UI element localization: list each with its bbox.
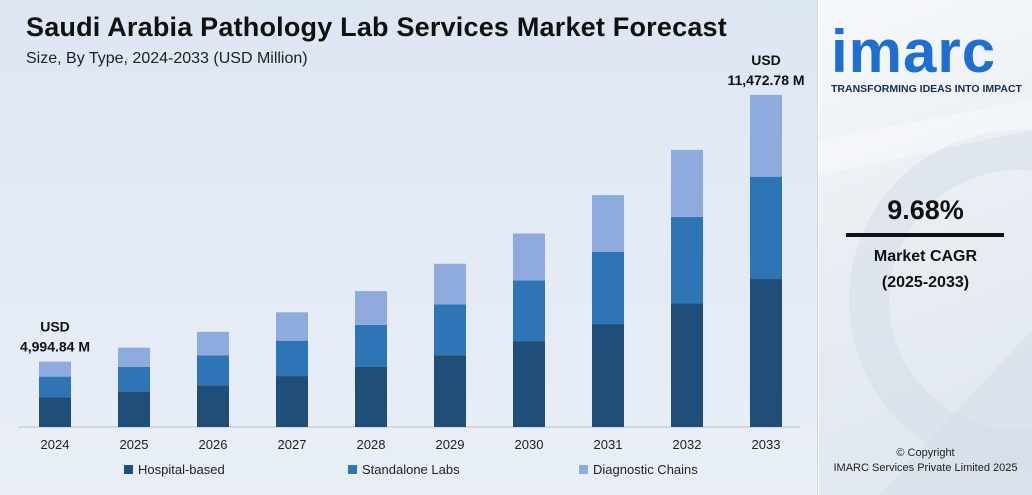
bar-diagnostic-chains-2027 bbox=[276, 312, 308, 341]
x-tick-label-2024: 2024 bbox=[41, 437, 70, 452]
legend-label-hospital-based: Hospital-based bbox=[138, 462, 225, 477]
bar-standalone-labs-2031 bbox=[592, 251, 624, 325]
bar-standalone-labs-2033 bbox=[750, 176, 782, 280]
cagr-value: 9.68% bbox=[887, 195, 964, 225]
chart-title: Saudi Arabia Pathology Lab Services Mark… bbox=[26, 12, 727, 42]
bar-standalone-labs-2025 bbox=[118, 366, 150, 392]
bar-hospital-based-2031 bbox=[592, 324, 624, 427]
bar-diagnostic-chains-2026 bbox=[197, 331, 229, 356]
data-label-value-2033: 11,472.78 M bbox=[727, 72, 804, 88]
side-panel: imarc TRANSFORMING IDEAS INTO IMPACT 9.6… bbox=[819, 0, 1032, 495]
cagr-divider bbox=[846, 233, 1004, 237]
x-tick-label-2026: 2026 bbox=[199, 437, 228, 452]
bar-standalone-labs-2030 bbox=[513, 280, 545, 342]
logo-tagline: TRANSFORMING IDEAS INTO IMPACT bbox=[831, 83, 1022, 95]
imarc-logo: imarc bbox=[831, 18, 997, 85]
bar-diagnostic-chains-2030 bbox=[513, 233, 545, 281]
x-tick-label-2033: 2033 bbox=[752, 437, 781, 452]
chart-subtitle: Size, By Type, 2024-2033 (USD Million) bbox=[26, 50, 308, 67]
bar-hospital-based-2029 bbox=[434, 355, 466, 427]
bar-hospital-based-2030 bbox=[513, 341, 545, 427]
bar-hospital-based-2032 bbox=[671, 303, 703, 427]
bar-standalone-labs-2028 bbox=[355, 324, 387, 367]
copyright-owner: IMARC Services Private Limited 2025 bbox=[833, 462, 1018, 474]
legend-label-standalone-labs: Standalone Labs bbox=[362, 462, 460, 477]
bar-hospital-based-2024 bbox=[39, 397, 71, 427]
bar-hospital-based-2025 bbox=[118, 391, 150, 427]
bar-diagnostic-chains-2031 bbox=[592, 195, 624, 252]
x-tick-label-2031: 2031 bbox=[594, 437, 623, 452]
bar-standalone-labs-2032 bbox=[671, 216, 703, 304]
bar-standalone-labs-2024 bbox=[39, 376, 71, 398]
bar-standalone-labs-2026 bbox=[197, 355, 229, 386]
bar-diagnostic-chains-2033 bbox=[750, 94, 782, 177]
legend-label-diagnostic-chains: Diagnostic Chains bbox=[593, 462, 698, 477]
bar-hospital-based-2033 bbox=[750, 279, 782, 427]
bar-hospital-based-2026 bbox=[197, 385, 229, 427]
bar-chart: 2024 2025 2026 2027 2028 2029 2030 2031 2032 2033… bbox=[18, 52, 805, 477]
data-label-usd-2033: USD bbox=[751, 52, 781, 68]
bar-diagnostic-chains-2032 bbox=[671, 149, 703, 217]
x-tick-label-2029: 2029 bbox=[436, 437, 465, 452]
x-tick-label-2032: 2032 bbox=[673, 437, 702, 452]
x-tick-label-2028: 2028 bbox=[357, 437, 386, 452]
x-tick-label-2030: 2030 bbox=[515, 437, 544, 452]
cagr-period: (2025-2033) bbox=[881, 274, 970, 291]
bar-diagnostic-chains-2024 bbox=[39, 361, 71, 377]
legend-swatch-hospital-based bbox=[124, 465, 133, 474]
bar-diagnostic-chains-2029 bbox=[434, 263, 466, 305]
data-label-value-2024: 4,994.84 M bbox=[20, 339, 90, 355]
legend-swatch-diagnostic-chains bbox=[579, 465, 588, 474]
chart-panel: Saudi Arabia Pathology Lab Services Mark… bbox=[0, 0, 818, 495]
x-tick-label-2027: 2027 bbox=[278, 437, 307, 452]
legend-swatch-standalone-labs bbox=[348, 465, 357, 474]
bar-hospital-based-2027 bbox=[276, 376, 308, 427]
bar-standalone-labs-2027 bbox=[276, 340, 308, 377]
x-tick-label-2025: 2025 bbox=[120, 437, 149, 452]
background-decoration bbox=[819, 100, 1032, 495]
bar-diagnostic-chains-2028 bbox=[355, 291, 387, 325]
copyright-label: © Copyright bbox=[896, 447, 955, 459]
cagr-label: Market CAGR bbox=[873, 248, 978, 265]
data-label-usd-2024: USD bbox=[40, 319, 70, 335]
bar-standalone-labs-2029 bbox=[434, 304, 466, 356]
bar-diagnostic-chains-2025 bbox=[118, 347, 150, 367]
bar-hospital-based-2028 bbox=[355, 366, 387, 427]
